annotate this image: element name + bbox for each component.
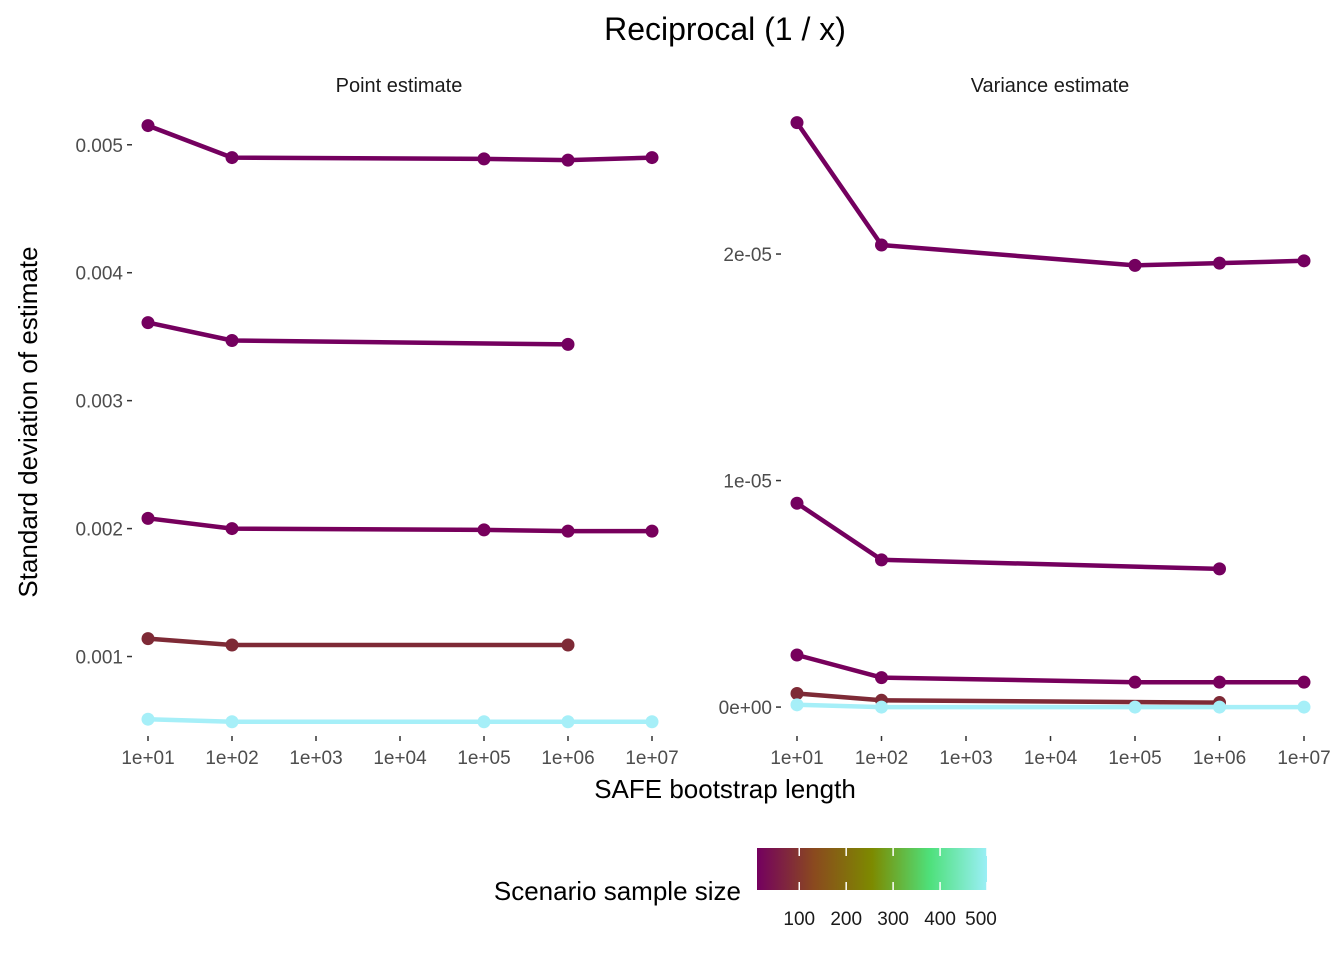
x-tick-label: 1e+03 bbox=[289, 748, 342, 769]
legend-tick-label: 400 bbox=[924, 909, 956, 930]
data-point bbox=[645, 524, 659, 538]
x-tick-label: 1e+03 bbox=[939, 748, 992, 769]
data-point bbox=[1128, 675, 1142, 689]
data-point bbox=[1128, 700, 1142, 714]
data-point bbox=[645, 715, 659, 729]
y-tick-label: 0.001 bbox=[75, 648, 123, 669]
legend-tick-label: 200 bbox=[830, 909, 862, 930]
data-point bbox=[477, 152, 491, 166]
data-point bbox=[225, 522, 239, 536]
legend: Scenario sample size 100 200 300 400 500 bbox=[494, 848, 997, 930]
x-tick-label: 1e+06 bbox=[541, 748, 594, 769]
x-tick-label: 1e+05 bbox=[457, 748, 510, 769]
legend-colorbar bbox=[757, 848, 987, 890]
data-point bbox=[225, 151, 239, 165]
series-line bbox=[145, 320, 571, 347]
data-point bbox=[1297, 700, 1311, 714]
data-point bbox=[141, 632, 155, 646]
data-point bbox=[875, 671, 888, 685]
x-tick-label: 1e+04 bbox=[373, 748, 427, 769]
series-line bbox=[794, 652, 1307, 685]
x-tick-label: 1e+05 bbox=[1108, 748, 1161, 769]
data-point bbox=[141, 316, 155, 330]
y-tick-label: 0.004 bbox=[75, 264, 123, 285]
legend-title: Scenario sample size bbox=[494, 876, 741, 906]
data-point bbox=[141, 119, 155, 133]
panel-title-variance: Variance estimate bbox=[971, 75, 1130, 97]
legend-tick-label: 300 bbox=[877, 909, 909, 930]
data-point bbox=[225, 638, 239, 652]
data-point bbox=[1213, 562, 1226, 576]
data-point bbox=[790, 648, 804, 662]
series-line bbox=[794, 702, 1307, 710]
x-axis-title: SAFE bootstrap length bbox=[594, 774, 856, 804]
legend-tick-label: 100 bbox=[783, 909, 815, 930]
x-tick-label: 1e+01 bbox=[770, 748, 823, 769]
panel-title-point: Point estimate bbox=[336, 75, 463, 97]
data-point bbox=[875, 700, 888, 714]
data-point bbox=[141, 712, 155, 726]
data-point bbox=[1128, 258, 1142, 272]
data-point bbox=[477, 523, 491, 537]
data-point bbox=[225, 715, 239, 729]
legend-ticks: 100 200 300 400 500 bbox=[783, 848, 997, 930]
y-tick-label: 1e-05 bbox=[723, 472, 772, 493]
y-tick-label: 0.005 bbox=[75, 136, 123, 157]
data-point bbox=[1213, 700, 1226, 714]
x-tick-label: 1e+07 bbox=[1277, 748, 1330, 769]
y-tick-label: 0.003 bbox=[75, 392, 123, 413]
data-point bbox=[875, 238, 888, 252]
panel-variance-estimate: 0e+00 1e-05 2e-05 1e+01 1e+02 1e+03 1e+04 1e+05… bbox=[719, 116, 1331, 769]
series-line bbox=[794, 500, 1222, 572]
data-point bbox=[561, 337, 575, 351]
series-line bbox=[145, 516, 655, 534]
panel-point-estimate: 0.001 0.002 0.003 0.004 0.005 1e+01 1e+02 1e+03… bbox=[75, 119, 679, 769]
chart-title: Reciprocal (1 / x) bbox=[604, 11, 846, 47]
series-line bbox=[794, 120, 1307, 268]
x-tick-label: 1e+02 bbox=[855, 748, 908, 769]
x-tick-label: 1e+01 bbox=[121, 748, 174, 769]
data-point bbox=[561, 524, 575, 538]
data-point bbox=[1297, 254, 1311, 268]
data-point bbox=[561, 638, 575, 652]
data-point bbox=[1297, 675, 1311, 689]
series-line bbox=[145, 716, 655, 725]
series-line bbox=[145, 636, 571, 648]
data-point bbox=[1213, 675, 1226, 689]
x-tick-label: 1e+02 bbox=[205, 748, 258, 769]
data-point bbox=[790, 698, 804, 712]
y-tick-label: 0e+00 bbox=[719, 698, 772, 719]
data-point bbox=[561, 715, 575, 729]
y-axis-title: Standard deviation of estimate bbox=[13, 246, 43, 597]
data-point bbox=[561, 153, 575, 167]
data-point bbox=[790, 496, 804, 510]
data-point bbox=[645, 151, 659, 165]
x-tick-label: 1e+06 bbox=[1193, 748, 1246, 769]
x-tick-label: 1e+04 bbox=[1024, 748, 1078, 769]
data-point bbox=[790, 116, 804, 130]
data-point bbox=[1213, 256, 1226, 270]
y-tick-label: 0.002 bbox=[75, 520, 123, 541]
series-line bbox=[145, 123, 655, 163]
series-line bbox=[794, 691, 1222, 705]
data-point bbox=[790, 686, 804, 700]
data-point bbox=[225, 334, 239, 348]
data-point bbox=[141, 511, 155, 525]
data-point bbox=[477, 715, 491, 729]
x-tick-label: 1e+07 bbox=[625, 748, 678, 769]
data-point bbox=[875, 553, 888, 567]
y-tick-label: 2e-05 bbox=[723, 245, 772, 266]
legend-tick-label: 500 bbox=[965, 909, 997, 930]
